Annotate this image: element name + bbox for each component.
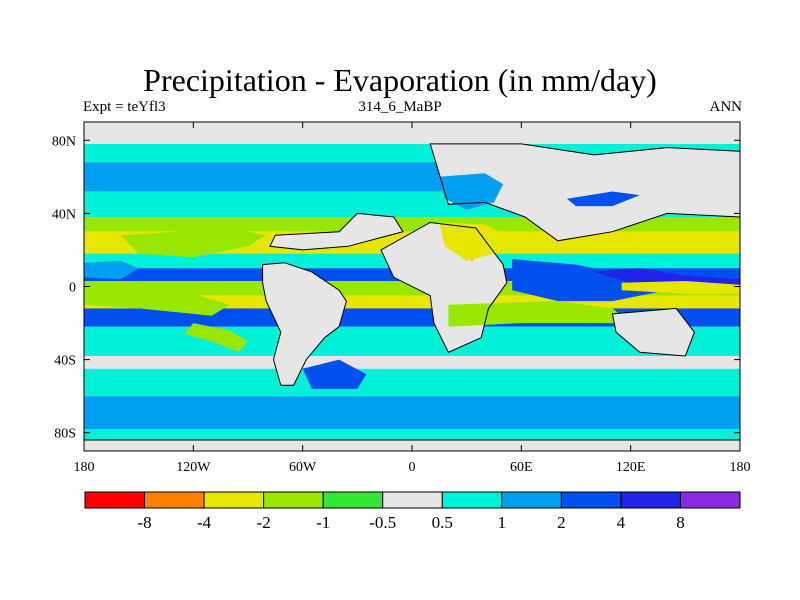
colorbar-label: 4 [617, 513, 626, 532]
colorbar-swatch-9 [620, 491, 681, 509]
colorbar-label: 1 [498, 513, 507, 532]
y-tick-label: 80S [54, 427, 76, 442]
zonal-band-0 [84, 122, 740, 144]
coastline-antarctic-gray [84, 439, 740, 451]
y-tick-label: 40N [52, 207, 76, 222]
colorbar-swatch-8 [560, 491, 622, 509]
x-tick-label: 120W [176, 460, 211, 475]
coastline-layer [84, 143, 740, 451]
x-tick-label: 120E [616, 460, 646, 475]
colorbar-swatch-1 [144, 491, 205, 509]
region-siberia-blue [566, 191, 640, 207]
colorbar-label: -4 [197, 513, 212, 532]
colorbar-swatch-6 [441, 491, 503, 509]
zonal-band-14 [84, 396, 740, 430]
colorbar: -8 -4 -2 -1 -0.5 0.5 1 2 4 8 [84, 491, 741, 532]
zonal-band-13 [84, 368, 740, 397]
colorbar-label: -8 [137, 513, 151, 532]
colorbar-swatch-3 [263, 491, 324, 509]
map-plot-area [84, 122, 740, 451]
colorbar-label: -0.5 [369, 513, 396, 532]
x-tick-label: 180 [730, 460, 751, 475]
y-tick-label: 80N [52, 134, 76, 149]
region-eurasia-gray [430, 143, 740, 241]
chart-title: Precipitation - Evaporation (in mm/day) [143, 62, 657, 98]
x-tick-label: 0 [409, 460, 416, 475]
colorbar-label: -1 [316, 513, 330, 532]
colorbar-swatch-10 [679, 491, 741, 509]
region-indian-yellow [621, 281, 740, 294]
colorbar-swatch-4 [322, 491, 384, 509]
x-tick-label: 60E [510, 460, 533, 475]
region-eurasia-blue [439, 173, 504, 210]
colorbar-swatch-5 [382, 491, 443, 509]
region-west-pacific-green [84, 286, 230, 316]
region-west-pacific-blue [84, 260, 139, 280]
coastline-south-america-gray [262, 262, 347, 386]
region-north-pacific-green [120, 228, 267, 258]
coastline-africa-gray [380, 221, 508, 353]
colorbar-swatch-0 [84, 491, 146, 509]
region-mideast-yellow [439, 222, 500, 261]
region-southern-blue [302, 359, 367, 389]
coastline-north-america-gray [269, 212, 404, 251]
region-north-america-gray [269, 213, 403, 250]
axes-layer: 180 120W 60W 0 60E 120E 180 80N 40N 0 40S 80S [52, 122, 751, 475]
colorbar-label: 2 [557, 513, 566, 532]
colorbar-label: 0.5 [432, 513, 453, 532]
x-tick-label: 180 [74, 460, 95, 475]
coastline-australia-gray [611, 307, 695, 357]
y-tick-label: 0 [69, 281, 76, 296]
region-australia-gray [612, 308, 695, 356]
y-tick-label: 40S [54, 354, 76, 369]
season-label: ANN [709, 99, 743, 115]
colorbar-swatch-2 [203, 491, 265, 509]
colorbar-label: 8 [676, 513, 685, 532]
x-tick-label: 60W [289, 460, 317, 475]
experiment-label: Expt = teYfl3 [83, 99, 166, 115]
region-south-america-gray [262, 262, 347, 386]
colorbar-swatch-7 [501, 491, 562, 509]
zonal-band-12 [84, 355, 740, 369]
coastline-eurasia-gray [429, 143, 740, 242]
region-south-pacific-green [184, 323, 248, 353]
period-label: 314_6_MaBP [358, 99, 442, 115]
colorbar-label: -2 [257, 513, 271, 532]
region-indian-green [448, 301, 631, 327]
